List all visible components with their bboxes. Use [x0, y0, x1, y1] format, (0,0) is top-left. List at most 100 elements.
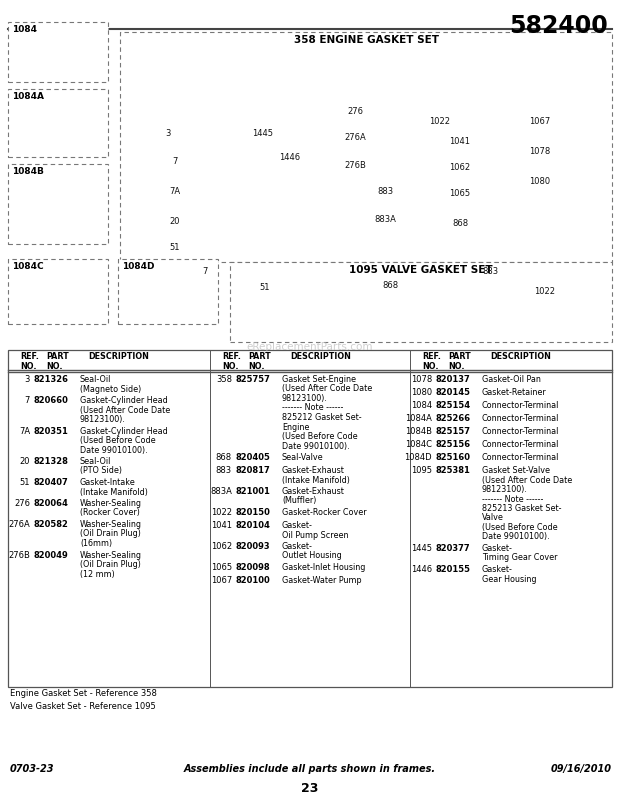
Text: 825154: 825154	[436, 401, 471, 410]
Text: 1084C: 1084C	[12, 262, 43, 271]
Text: Washer-Sealing: Washer-Sealing	[80, 499, 142, 508]
Text: REF.
NO.: REF. NO.	[422, 352, 441, 371]
Text: 09/16/2010: 09/16/2010	[551, 764, 612, 774]
Text: 820407: 820407	[34, 478, 69, 487]
Text: Connector-Terminal: Connector-Terminal	[482, 453, 559, 462]
Text: 276A: 276A	[8, 520, 30, 529]
Text: Timing Gear Cover: Timing Gear Cover	[482, 553, 557, 562]
Text: 820137: 820137	[436, 375, 471, 384]
Text: Valve: Valve	[482, 513, 504, 522]
Text: 883A: 883A	[210, 487, 232, 496]
Text: Assemblies include all parts shown in frames.: Assemblies include all parts shown in fr…	[184, 764, 436, 774]
Text: 1084: 1084	[12, 25, 37, 34]
Text: 1446: 1446	[411, 565, 432, 574]
Text: 276: 276	[14, 499, 30, 508]
Text: 820104: 820104	[236, 521, 271, 530]
Text: 825757: 825757	[236, 375, 271, 384]
Bar	[8, 22, 108, 82]
Text: 1041: 1041	[211, 521, 232, 530]
Text: (Intake Manifold): (Intake Manifold)	[80, 488, 148, 496]
Text: PART
NO.: PART NO.	[46, 352, 69, 371]
Bar	[118, 259, 218, 324]
Text: Gasket-Retainer: Gasket-Retainer	[482, 388, 547, 397]
Text: (Intake Manifold): (Intake Manifold)	[282, 476, 350, 484]
Text: Gasket-Intake: Gasket-Intake	[80, 478, 136, 487]
Text: 1067: 1067	[529, 118, 551, 127]
Text: 51: 51	[260, 282, 270, 291]
Text: (Muffler): (Muffler)	[282, 496, 316, 505]
Text: Gasket-Water Pump: Gasket-Water Pump	[282, 576, 361, 585]
Text: 821328: 821328	[34, 457, 69, 466]
Text: Gasket-Cylinder Head: Gasket-Cylinder Head	[80, 396, 168, 405]
Text: Engine: Engine	[282, 423, 309, 431]
Text: 7A: 7A	[19, 427, 30, 435]
Text: (PTO Side): (PTO Side)	[80, 467, 122, 476]
Text: (Used After Code Date: (Used After Code Date	[80, 406, 170, 415]
Text: Gasket-: Gasket-	[482, 565, 513, 574]
Text: 1022: 1022	[534, 287, 556, 297]
Text: (Oil Drain Plug): (Oil Drain Plug)	[80, 560, 141, 569]
Text: 883: 883	[216, 466, 232, 475]
Text: Seal-Oil: Seal-Oil	[80, 375, 112, 384]
Text: Date 99010100).: Date 99010100).	[482, 533, 549, 541]
Text: 1022: 1022	[430, 118, 451, 127]
Text: 1041: 1041	[450, 137, 471, 147]
Text: PART
NO.: PART NO.	[448, 352, 471, 371]
Text: eReplacementParts.com: eReplacementParts.com	[247, 342, 373, 352]
Text: (Rocker Cover): (Rocker Cover)	[80, 508, 140, 517]
Text: 7: 7	[25, 396, 30, 405]
Text: 820582: 820582	[34, 520, 69, 529]
Text: 358 ENGINE GASKET SET: 358 ENGINE GASKET SET	[293, 35, 438, 45]
Bar	[230, 262, 612, 342]
Text: 20: 20	[19, 457, 30, 466]
Text: 98123100).: 98123100).	[80, 415, 126, 424]
Text: 820064: 820064	[34, 499, 69, 508]
Text: Gasket-Oil Pan: Gasket-Oil Pan	[482, 375, 541, 384]
Text: 98123100).: 98123100).	[282, 394, 328, 403]
Text: 820351: 820351	[34, 427, 69, 435]
Text: 820098: 820098	[236, 563, 270, 572]
Bar	[8, 164, 108, 244]
Text: 51: 51	[19, 478, 30, 487]
Text: (16mm): (16mm)	[80, 539, 112, 548]
Text: 821326: 821326	[34, 375, 69, 384]
Text: Oil Pump Screen: Oil Pump Screen	[282, 530, 348, 540]
Text: Connector-Terminal: Connector-Terminal	[482, 440, 559, 449]
Text: 0703-23: 0703-23	[10, 764, 55, 774]
Text: 820817: 820817	[236, 466, 271, 475]
Text: 276B: 276B	[8, 550, 30, 560]
Text: 276B: 276B	[344, 160, 366, 169]
Text: 820049: 820049	[34, 550, 69, 560]
Text: 820377: 820377	[436, 544, 471, 553]
Text: 868: 868	[216, 453, 232, 462]
Text: Gasket-Exhaust: Gasket-Exhaust	[282, 487, 345, 496]
Text: 1084B: 1084B	[405, 427, 432, 436]
Text: 276: 276	[347, 107, 363, 116]
Text: (12 mm): (12 mm)	[80, 569, 115, 578]
Text: 820150: 820150	[236, 508, 271, 517]
Text: Gasket-Inlet Housing: Gasket-Inlet Housing	[282, 563, 365, 572]
Text: 7A: 7A	[169, 188, 180, 196]
Text: 820145: 820145	[436, 388, 471, 397]
Text: 825266: 825266	[436, 414, 471, 423]
Text: 1065: 1065	[450, 189, 471, 199]
Bar	[8, 259, 108, 324]
Text: DESCRIPTION: DESCRIPTION	[290, 352, 351, 361]
Text: 358: 358	[216, 375, 232, 384]
Text: Gasket-: Gasket-	[282, 521, 313, 530]
Text: Gasket-Rocker Cover: Gasket-Rocker Cover	[282, 508, 366, 517]
Text: (Used After Code Date: (Used After Code Date	[282, 384, 372, 394]
Text: 883: 883	[482, 268, 498, 277]
Text: Outlet Housing: Outlet Housing	[282, 552, 342, 561]
Text: 820155: 820155	[436, 565, 471, 574]
Text: 1084D: 1084D	[122, 262, 154, 271]
Text: REF.
NO.: REF. NO.	[222, 352, 241, 371]
Text: 1062: 1062	[211, 542, 232, 551]
Text: Gasket-Exhaust: Gasket-Exhaust	[282, 466, 345, 475]
Text: REF.
NO.: REF. NO.	[20, 352, 39, 371]
Text: Gear Housing: Gear Housing	[482, 574, 536, 584]
Text: Connector-Terminal: Connector-Terminal	[482, 414, 559, 423]
Text: 1065: 1065	[211, 563, 232, 572]
Text: 1446: 1446	[280, 152, 301, 161]
Text: 1080: 1080	[411, 388, 432, 397]
